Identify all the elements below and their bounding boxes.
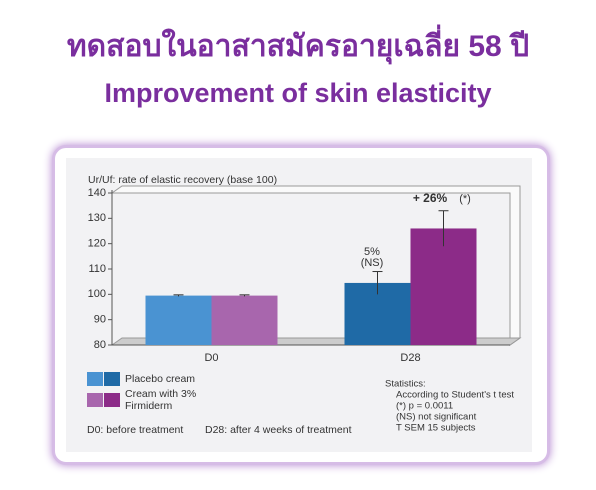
annotation: (*) bbox=[459, 193, 471, 205]
legend-swatch bbox=[87, 393, 103, 407]
x-tick-label: D28 bbox=[400, 352, 420, 364]
y-tick-label: 120 bbox=[88, 238, 106, 250]
statistics-line: T SEM 15 subjects bbox=[396, 423, 476, 434]
y-tick-label: 80 bbox=[94, 339, 106, 351]
annotation: 5% bbox=[364, 246, 380, 258]
legend-swatch bbox=[104, 372, 120, 386]
y-axis-label: Ur/Uf: rate of elastic recovery (base 10… bbox=[88, 174, 277, 186]
legend-swatch bbox=[104, 393, 120, 407]
y-tick-label: 100 bbox=[88, 288, 106, 300]
statistics-line: (*) p = 0.0011 bbox=[396, 401, 453, 412]
bar bbox=[410, 228, 477, 345]
bar bbox=[145, 295, 212, 345]
legend-label: Cream with 3% Firmiderm bbox=[125, 388, 197, 412]
y-tick-label: 140 bbox=[88, 187, 106, 199]
annotation: (NS) bbox=[361, 257, 384, 269]
legend-label: Placebo cream bbox=[125, 373, 196, 385]
y-tick-label: 130 bbox=[88, 212, 106, 224]
bar bbox=[211, 295, 278, 345]
y-tick-label: 90 bbox=[94, 314, 106, 326]
y-tick-label: 110 bbox=[88, 263, 106, 275]
statistics-line: Statistics: bbox=[385, 379, 426, 390]
statistics-line: (NS) not significant bbox=[396, 412, 477, 423]
title: ทดสอบในอาสาสมัครอายุเฉลี่ย 58 ปี bbox=[67, 24, 529, 65]
note: D28: after 4 weeks of treatment bbox=[205, 424, 352, 436]
note: D0: before treatment bbox=[87, 424, 184, 436]
x-tick-label: D0 bbox=[204, 352, 218, 364]
annotation: + 26% bbox=[413, 191, 448, 205]
subtitle: Improvement of skin elasticity bbox=[104, 78, 491, 108]
statistics-line: According to Student's t test bbox=[396, 390, 514, 401]
legend-swatch bbox=[87, 372, 103, 386]
